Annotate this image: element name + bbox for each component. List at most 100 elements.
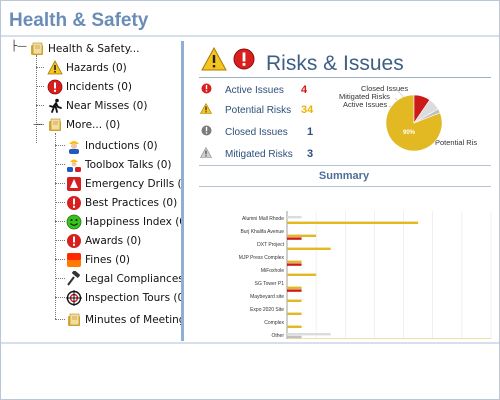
stat-closed-issues[interactable]: Closed Issues 1 (199, 125, 313, 139)
stat-label: Closed Issues (225, 126, 288, 138)
tree-item-emergency-drills[interactable]: Emergency Drills (0) (65, 174, 181, 193)
tree-item-incidents[interactable]: Incidents (0) (46, 77, 132, 96)
tree-item-label: More... (0) (66, 118, 121, 131)
bar (287, 335, 302, 339)
tree-item-minutes-of-meetings[interactable]: Minutes of Meetings ( (65, 310, 181, 329)
tree-item-happiness-index[interactable]: Happiness Index (0) (65, 212, 181, 231)
mitigated-warning-icon (199, 146, 213, 161)
tree-connector (36, 55, 37, 143)
footer-divider (1, 342, 499, 344)
folder-icon (28, 40, 45, 57)
category-label: Maybeyard site (250, 294, 284, 300)
tree-connector (36, 105, 44, 106)
category-label: Other (271, 333, 284, 339)
bar (287, 216, 302, 219)
alert-circle-icon (65, 194, 82, 211)
tree-item-best-practices[interactable]: Best Practices (0) (65, 193, 177, 212)
bar (287, 289, 302, 292)
tree-item-root[interactable]: Health & Safety... (28, 39, 139, 58)
tree-item-inspection-tours[interactable]: Inspection Tours (0) (65, 288, 181, 307)
tree-item-hazards[interactable]: Hazards (0) (46, 58, 127, 77)
tree-item-label: Happiness Index (0) (85, 215, 181, 228)
pie-label-mitigated: Mitigated Risks (339, 92, 390, 101)
app-title: Health & Safety (9, 10, 149, 31)
tree-connector (36, 67, 44, 68)
category-label: MJP Press Complex (239, 255, 285, 261)
category-label: SG Tower P1 (255, 281, 285, 287)
pie-label-potential: Potential Ris (435, 138, 477, 147)
tree-item-label: Minutes of Meetings ( (85, 313, 181, 326)
category-label: Complex (264, 320, 284, 326)
bar (287, 333, 331, 336)
tree-item-toolbox-talks[interactable]: Toolbox Talks (0) (65, 155, 172, 174)
bar (287, 263, 302, 266)
bar (287, 237, 302, 240)
summary-title: Summary (318, 170, 370, 182)
pie-label-closed: Closed Issues (361, 84, 408, 93)
collapse-toggle[interactable]: ├— (11, 41, 28, 52)
tree-item-awards[interactable]: Awards (0) (65, 231, 141, 250)
tree-item-label: Incidents (0) (66, 80, 133, 93)
folder-icon (46, 116, 63, 133)
bar (287, 234, 317, 237)
tree-connector (55, 319, 65, 320)
stat-label: Active Issues (225, 84, 284, 96)
collapse-toggle[interactable]: — (33, 119, 43, 130)
pane-splitter[interactable] (181, 41, 184, 341)
tree-connector (36, 86, 44, 87)
category-label: Expo 2020 Site (250, 307, 284, 313)
category-label: MiFoxhole (261, 268, 284, 274)
tree-item-label: Toolbox Talks (0) (85, 158, 172, 171)
tree-connector (55, 221, 65, 222)
pie-percent-label: 90% (403, 130, 416, 136)
tree-connector (55, 240, 65, 241)
tree-item-inductions[interactable]: Inductions (0) (65, 136, 158, 155)
warning-icon (46, 59, 63, 76)
bar (287, 221, 419, 224)
tree-item-legal-compliances[interactable]: Legal Compliances (0) (65, 269, 181, 288)
stat-value: 34 (301, 104, 314, 116)
tree-item-more[interactable]: More... (0) (46, 115, 120, 134)
alert-circle-icon (233, 48, 255, 75)
tree-connector (55, 259, 65, 260)
summary-divider (199, 186, 491, 187)
tree-item-near-misses[interactable]: Near Misses (0) (46, 96, 147, 115)
stat-active-issues[interactable]: Active Issues 4 (199, 83, 307, 97)
tree-item-fines[interactable]: Fines (0) (65, 250, 130, 269)
bar (287, 312, 302, 315)
tree-item-label: Health & Safety... (48, 42, 140, 55)
tree-connector (55, 278, 65, 279)
stat-potential-risks[interactable]: Potential Risks 34 (199, 102, 314, 117)
tree-item-label: Best Practices (0) (85, 196, 178, 209)
warning-icon (199, 102, 213, 117)
closed-circle-icon (199, 125, 213, 139)
header-divider (1, 35, 499, 37)
alert-circle-icon (65, 232, 82, 249)
risks-panel: Risks & Issues Active Issues 4 Potential… (187, 37, 499, 342)
stat-mitigated-risks[interactable]: Mitigated Risks 3 (199, 146, 314, 161)
summary-divider (199, 165, 491, 166)
stat-value: 4 (301, 84, 308, 96)
team-icon (65, 156, 82, 173)
pie-slice (413, 108, 441, 124)
bar (287, 260, 302, 263)
tree-connector (55, 202, 65, 203)
tree-item-label: Inductions (0) (85, 139, 158, 152)
tree-item-label: Legal Compliances (0) (85, 272, 181, 285)
folder-icon (65, 311, 82, 328)
bar (287, 325, 302, 328)
alert-circle-icon (199, 83, 213, 97)
stat-label: Mitigated Risks (225, 148, 293, 160)
stat-label: Potential Risks (225, 104, 292, 116)
tree-nav: ├— — Health & Safety... Hazards (0) Inci… (1, 37, 181, 342)
tree-item-label: Hazards (0) (66, 61, 127, 74)
worker-icon (65, 137, 82, 154)
stat-value: 3 (307, 148, 314, 160)
title-divider (199, 77, 491, 78)
bar (287, 286, 302, 289)
tree-item-label: Fines (0) (85, 253, 130, 266)
category-label: Burj Khalifa Avenue (240, 229, 284, 235)
fines-icon (65, 251, 82, 268)
running-man-icon (46, 97, 63, 114)
bar (287, 247, 331, 250)
